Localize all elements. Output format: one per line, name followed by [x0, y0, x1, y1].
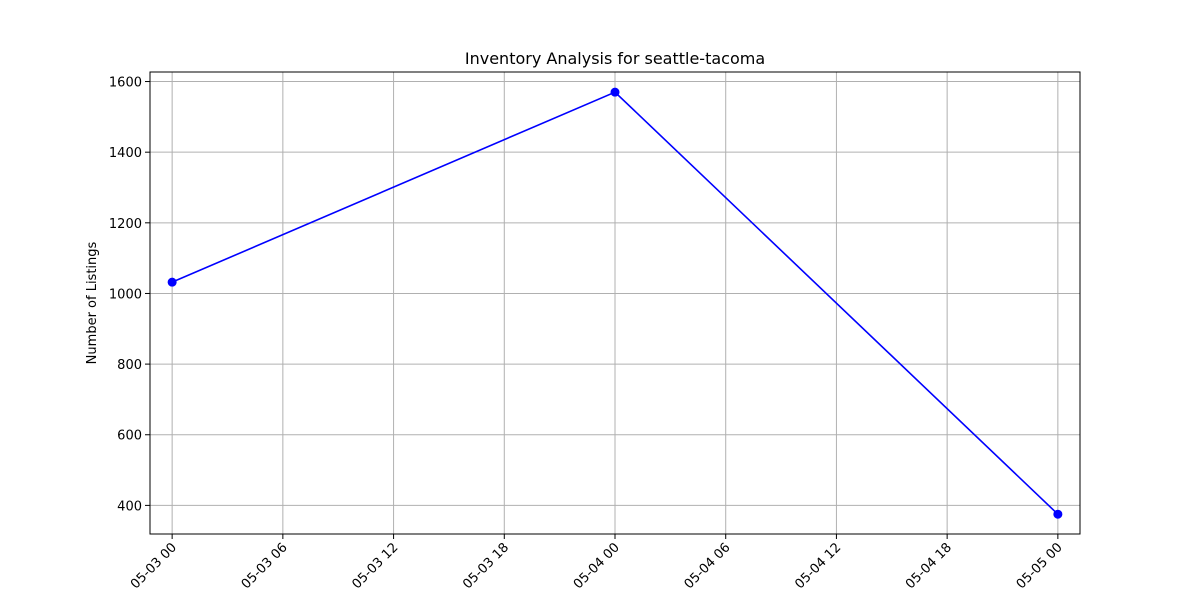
y-tick-label: 400	[117, 499, 142, 514]
y-tick-label: 1400	[109, 146, 142, 161]
x-tick-label: 05-04 06	[682, 540, 734, 592]
y-tick-label: 1000	[109, 287, 142, 302]
x-tick-label: 05-03 12	[349, 540, 401, 592]
y-tick-label: 1600	[109, 76, 142, 91]
x-tick-label: 05-03 18	[460, 540, 512, 592]
y-tick-label: 800	[117, 358, 142, 373]
axis-ticks: 05-03 00 05-03 06 05-03 12 05-03 18 05-04 00…	[109, 76, 1066, 593]
y-tick-label: 1200	[109, 217, 142, 232]
y-axis-label: Number of Listings	[85, 241, 100, 364]
x-tick-label: 05-05 00	[1014, 540, 1066, 592]
x-tick-label: 05-04 00	[571, 540, 623, 592]
chart-title: Inventory Analysis for seattle-tacoma	[465, 49, 765, 68]
data-point-marker	[610, 87, 620, 97]
y-tick-label: 600	[117, 429, 142, 444]
x-tick-label: 05-04 12	[792, 540, 844, 592]
x-tick-label: 05-04 18	[903, 540, 955, 592]
data-point-marker	[167, 277, 177, 287]
x-tick-label: 05-03 06	[239, 540, 291, 592]
grid-lines	[150, 72, 1080, 534]
data-series	[167, 87, 1063, 519]
x-tick-label: 05-03 00	[128, 540, 180, 592]
data-point-marker	[1053, 509, 1063, 519]
